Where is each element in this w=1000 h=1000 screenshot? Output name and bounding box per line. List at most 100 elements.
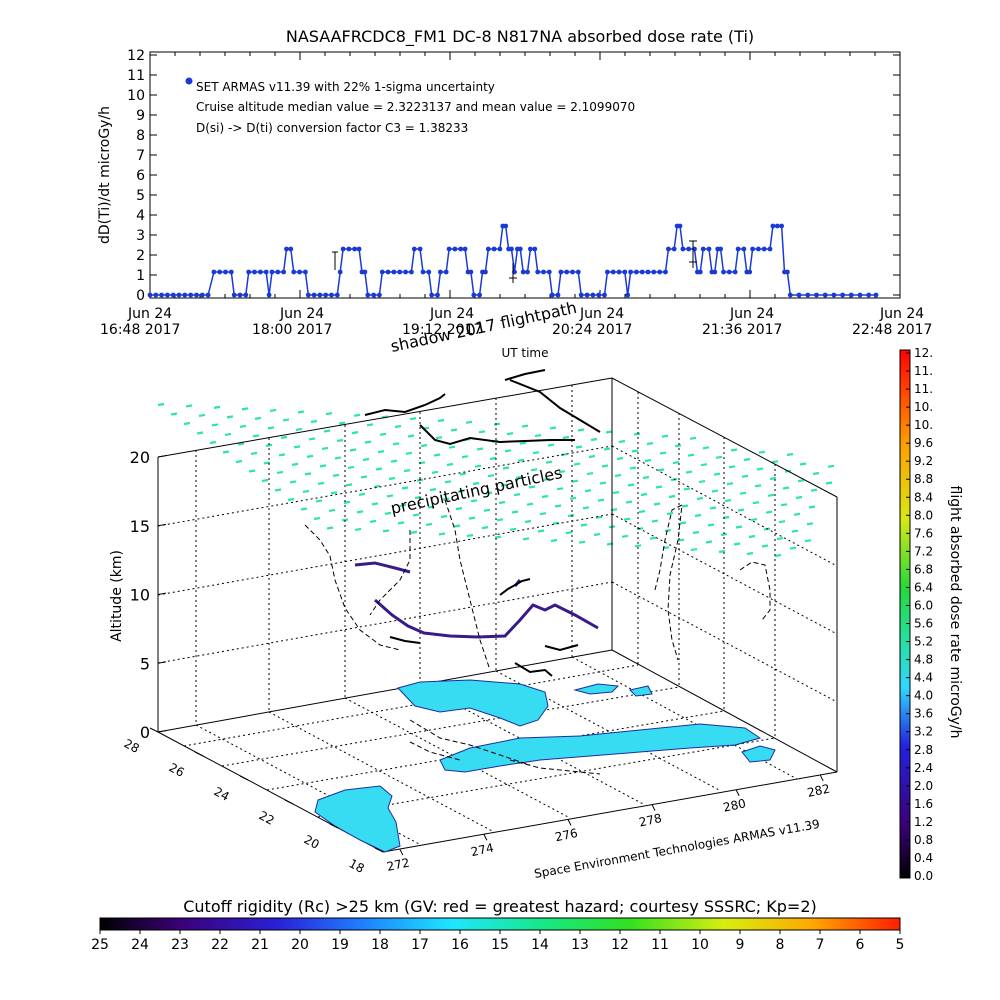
precipitation-mark [780,503,788,507]
precipitation-mark [241,407,249,411]
precipitation-mark [661,434,669,438]
y-tick-label: 7 [136,148,145,164]
precipitation-mark [743,457,751,462]
dose-point [584,292,590,298]
precipitation-mark [476,447,484,451]
dose-point [446,246,452,252]
dose-point [211,269,217,275]
precipitation-mark [457,489,465,493]
dose-point [483,269,488,275]
precipitation-mark [310,419,318,424]
precipitation-mark [746,551,754,556]
dose-point [747,269,753,275]
dose-point [770,223,776,229]
dose-point [385,269,391,275]
dose-cb-tick-label: 5.6 [914,617,933,631]
y-tick-label: 11 [127,68,145,84]
z-tick [157,730,167,733]
precipitation-mark [782,486,790,490]
dose-point [873,292,879,298]
dose-point [188,292,194,298]
precipitation-mark [659,451,667,455]
dose-point [452,246,458,252]
precipitation-annotation: precipitating particles [389,463,564,518]
dose-point [639,269,645,275]
legend-entry: Cruise altitude median value = 2.3223137… [196,100,635,114]
precipitation-mark [683,487,691,491]
precipitation-mark [261,478,269,483]
dose-point [712,269,718,275]
precipitation-mark [330,491,338,495]
precipitation-mark [291,462,299,466]
precipitation-mark [427,505,435,509]
dose-point [564,269,570,275]
y-tick-label: 6 [136,168,145,184]
dose-cb-tick-label: 10. [914,400,933,414]
x-tick-time: 16:48 2017 [100,322,180,338]
precipitation-mark [360,475,368,479]
precipitation-mark [388,476,396,481]
precipitation-mark [705,540,713,544]
y-tick-label: 5 [136,188,145,204]
precipitation-mark [373,484,381,489]
precipitation-mark [694,513,702,518]
dose-point [663,269,668,275]
dose-point [334,292,340,298]
precipitation-mark [810,488,818,492]
precipitation-mark [674,444,682,448]
precipitation-mark [577,428,585,432]
precipitation-mark [685,470,693,474]
dose-point [787,292,793,298]
precipitation-mark [466,533,474,538]
dose-point [377,292,382,298]
dose-point [671,246,677,252]
precipitation-mark [791,529,799,533]
yucatan-landmass [314,785,401,853]
precipitation-mark [625,500,633,504]
dose-cb-tick-label: 2.4 [914,761,933,775]
dose-cb-tick-label: 8.8 [914,472,933,486]
precipitation-mark [282,418,290,422]
precipitation-mark [599,481,607,485]
precipitation-mark [627,483,635,487]
dose-cb-tick-label: 7.2 [914,544,933,558]
lat-tick [329,823,339,829]
precipitation-mark [265,443,273,447]
dose-point [528,246,533,252]
precipitation-mark [774,553,782,558]
dose-point [840,292,845,298]
dose-point [677,223,683,229]
dose-point [796,292,802,298]
precipitation-mark [401,486,409,490]
precipitation-mark [459,472,467,476]
lon-tick [735,789,740,797]
dose-cb-tick-label: 2.8 [914,743,933,757]
precipitation-mark [668,494,676,499]
dose-point [785,269,790,275]
bahamas-landmass [573,683,620,695]
dose-point [258,269,263,275]
precipitation-mark [410,530,418,534]
precipitation-mark [778,520,786,524]
precipitation-mark [384,511,392,515]
precipitation-mark [605,430,613,434]
precipitation-mark [280,435,288,439]
rc-colorbar-gradient [99,917,901,931]
cutoff-rigidity-colorbar: Cutoff rigidity (Rc) >25 km (GV: red = g… [91,897,904,953]
dose-point [443,269,449,275]
dose-point [697,269,703,275]
dose-rate-chart: NASAAFRCDC8_FM1 DC-8 N817NA absorbed dos… [97,27,932,360]
precipitation-mark [438,532,446,536]
dose-point [726,269,732,275]
precipitation-mark [442,497,450,501]
dose-cb-tick-label: 0.4 [914,851,933,865]
precipitation-mark [371,502,379,506]
y-tick-label: 10 [127,88,145,104]
dose-point [153,292,159,298]
precipitation-mark [269,408,277,413]
precipitation-mark [758,450,766,454]
precipitation-mark [334,456,342,460]
z-tick-label: 20 [130,448,150,467]
dose-point [269,269,275,275]
